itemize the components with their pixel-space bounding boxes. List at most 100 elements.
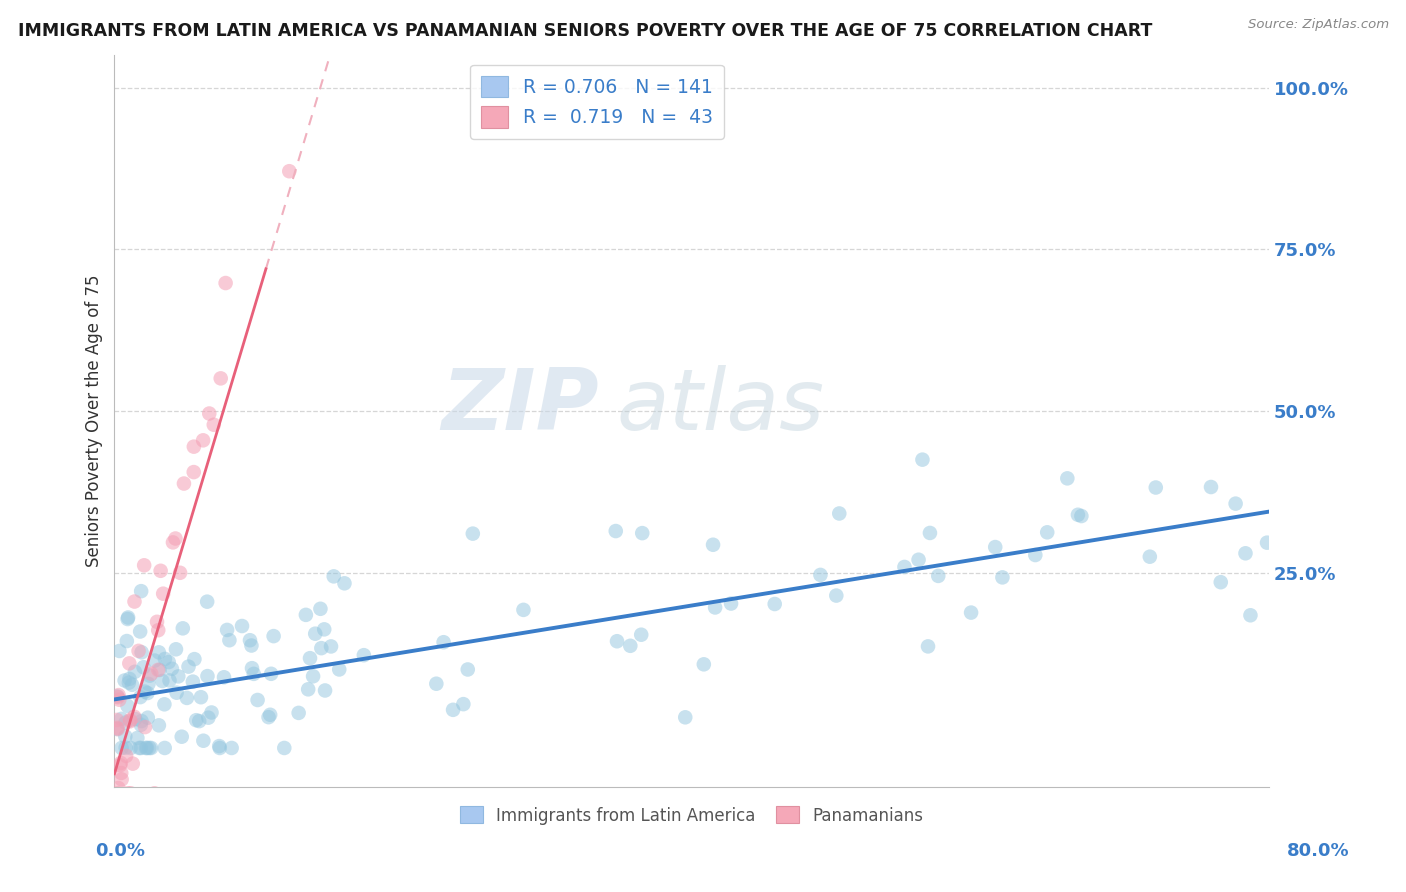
Point (1070, 509, 1092, 524)
Point (693, 657, 716, 672)
Point (165, 532, 187, 546)
Point (328, 662, 350, 676)
Point (202, 417, 225, 432)
Y-axis label: Seniors Poverty Over the Age of 75: Seniors Poverty Over the Age of 75 (86, 275, 103, 567)
Point (131, 645, 153, 659)
Point (107, 688, 129, 702)
Point (221, 741, 243, 756)
Point (917, 640, 939, 654)
Point (918, 525, 941, 540)
Point (1209, 575, 1232, 590)
Point (188, 714, 211, 728)
Point (122, 710, 145, 724)
Point (991, 570, 1014, 584)
Point (190, 690, 212, 705)
Text: IMMIGRANTS FROM LATIN AMERICA VS PANAMANIAN SENIORS POVERTY OVER THE AGE OF 75 C: IMMIGRANTS FROM LATIN AMERICA VS PANAMAN… (18, 22, 1153, 40)
Point (673, 710, 696, 724)
Point (631, 526, 654, 541)
Point (240, 661, 263, 675)
Point (105, 722, 128, 736)
Point (117, 612, 139, 626)
Point (139, 741, 162, 756)
Point (183, 652, 205, 666)
Legend: Immigrants from Latin America, Panamanians: Immigrants from Latin America, Panamania… (453, 799, 931, 831)
Point (138, 668, 160, 682)
Point (907, 553, 929, 567)
Point (146, 663, 169, 677)
Point (120, 786, 142, 800)
Point (121, 678, 143, 692)
Point (105, 721, 128, 735)
Point (107, 722, 129, 736)
Point (148, 645, 170, 659)
Point (927, 569, 949, 583)
Point (143, 654, 166, 668)
Point (143, 786, 166, 800)
Point (127, 731, 149, 745)
Point (297, 682, 319, 697)
Point (115, 634, 138, 648)
Point (353, 648, 375, 663)
Point (138, 677, 160, 691)
Point (105, 713, 128, 727)
Point (273, 741, 295, 756)
Point (115, 748, 138, 763)
Point (170, 730, 193, 744)
Point (1239, 608, 1261, 623)
Point (453, 697, 475, 711)
Point (512, 603, 534, 617)
Point (148, 624, 170, 638)
Point (150, 673, 173, 688)
Point (149, 663, 172, 677)
Point (117, 610, 139, 624)
Point (461, 526, 484, 541)
Point (825, 589, 848, 603)
Point (911, 452, 934, 467)
Point (136, 711, 159, 725)
Point (246, 693, 269, 707)
Point (333, 576, 356, 591)
Point (295, 607, 318, 622)
Point (129, 718, 152, 732)
Point (425, 677, 447, 691)
Point (311, 641, 333, 656)
Point (702, 538, 724, 552)
Point (1199, 480, 1222, 494)
Point (108, 644, 131, 658)
Point (240, 639, 263, 653)
Point (183, 465, 205, 479)
Point (181, 674, 204, 689)
Point (619, 639, 641, 653)
Point (231, 619, 253, 633)
Point (1256, 535, 1278, 549)
Point (457, 663, 479, 677)
Point (606, 634, 628, 648)
Point (108, 692, 131, 706)
Point (129, 584, 152, 599)
Point (810, 568, 832, 582)
Point (136, 741, 159, 756)
Point (160, 662, 183, 676)
Point (107, 786, 129, 800)
Point (132, 660, 155, 674)
Point (322, 569, 344, 583)
Point (110, 766, 132, 780)
Point (263, 629, 285, 643)
Point (169, 566, 191, 580)
Point (120, 741, 142, 756)
Point (107, 690, 129, 705)
Point (193, 733, 215, 747)
Point (191, 434, 214, 448)
Point (135, 741, 157, 756)
Point (1036, 525, 1059, 540)
Point (704, 600, 727, 615)
Point (984, 540, 1007, 554)
Point (298, 651, 321, 665)
Text: 80.0%: 80.0% (1286, 842, 1350, 860)
Point (1024, 548, 1046, 562)
Point (108, 758, 131, 772)
Point (159, 673, 181, 688)
Point (1234, 546, 1257, 560)
Text: ZIP: ZIP (441, 365, 599, 448)
Point (105, 690, 128, 704)
